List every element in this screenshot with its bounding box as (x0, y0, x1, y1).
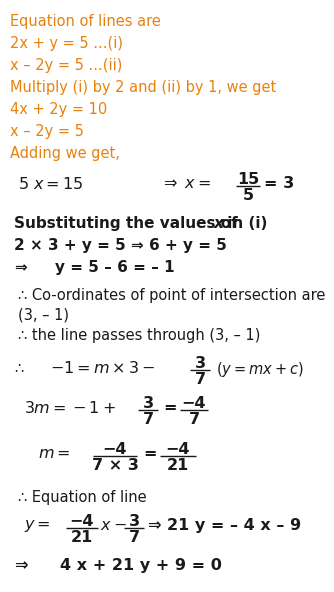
Text: $3m = -1+$: $3m = -1+$ (24, 400, 116, 416)
Text: 21: 21 (167, 458, 189, 473)
Text: 7: 7 (194, 372, 205, 387)
Text: 5: 5 (242, 188, 254, 203)
Text: 3: 3 (194, 356, 205, 371)
Text: 4 x + 21 y + 9 = 0: 4 x + 21 y + 9 = 0 (60, 558, 222, 573)
Text: =: = (143, 446, 157, 461)
Text: −4: −4 (182, 396, 206, 411)
Text: 15: 15 (237, 172, 259, 187)
Text: 2x + y = 5 ...(i): 2x + y = 5 ...(i) (10, 36, 123, 51)
Text: in (i): in (i) (222, 216, 268, 231)
Text: y = 5 – 6 = – 1: y = 5 – 6 = – 1 (55, 260, 175, 275)
Text: 4x + 2y = 10: 4x + 2y = 10 (10, 102, 107, 117)
Text: 3: 3 (142, 396, 154, 411)
Text: ∴ Co-ordinates of point of intersection are: ∴ Co-ordinates of point of intersection … (18, 288, 325, 303)
Text: 3: 3 (129, 514, 140, 529)
Text: Substituting the values of: Substituting the values of (14, 216, 243, 231)
Text: 21: 21 (71, 530, 93, 545)
Text: x – 2y = 5: x – 2y = 5 (10, 124, 84, 139)
Text: 7: 7 (129, 530, 140, 545)
Text: −4: −4 (166, 442, 190, 457)
Text: x: x (214, 216, 224, 231)
Text: $\Rightarrow\ x=$: $\Rightarrow\ x=$ (160, 176, 211, 191)
Text: 7: 7 (142, 412, 154, 427)
Text: −4: −4 (70, 514, 94, 529)
Text: ∴ the line passes through (3, – 1): ∴ the line passes through (3, – 1) (18, 328, 261, 343)
Text: $y =$: $y =$ (24, 518, 51, 534)
Text: = 3: = 3 (264, 176, 294, 191)
Text: ⇒: ⇒ (14, 260, 27, 275)
Text: 7: 7 (188, 412, 199, 427)
Text: =: = (163, 400, 176, 415)
Text: Adding we get,: Adding we get, (10, 146, 120, 161)
Text: ⇒: ⇒ (14, 558, 27, 573)
Text: 7 × 3: 7 × 3 (92, 458, 138, 473)
Text: $x-$: $x-$ (100, 518, 127, 533)
Text: (3, – 1): (3, – 1) (18, 308, 69, 323)
Text: 2 × 3 + y = 5 ⇒ 6 + y = 5: 2 × 3 + y = 5 ⇒ 6 + y = 5 (14, 238, 227, 253)
Text: $m =$: $m =$ (38, 446, 70, 461)
Text: x – 2y = 5 ...(ii): x – 2y = 5 ...(ii) (10, 58, 122, 73)
Text: ∴ Equation of line: ∴ Equation of line (18, 490, 147, 505)
Text: ∴: ∴ (14, 360, 23, 375)
Text: Multiply (i) by 2 and (ii) by 1, we get: Multiply (i) by 2 and (ii) by 1, we get (10, 80, 276, 95)
Text: −4: −4 (103, 442, 127, 457)
Text: ⇒ 21 y = – 4 x – 9: ⇒ 21 y = – 4 x – 9 (148, 518, 301, 533)
Text: $-1 = m \times 3-$: $-1 = m \times 3-$ (50, 360, 156, 376)
Text: $(y = mx + c)$: $(y = mx + c)$ (216, 360, 304, 379)
Text: Equation of lines are: Equation of lines are (10, 14, 161, 29)
Text: $5\ x = 15$: $5\ x = 15$ (18, 176, 84, 192)
